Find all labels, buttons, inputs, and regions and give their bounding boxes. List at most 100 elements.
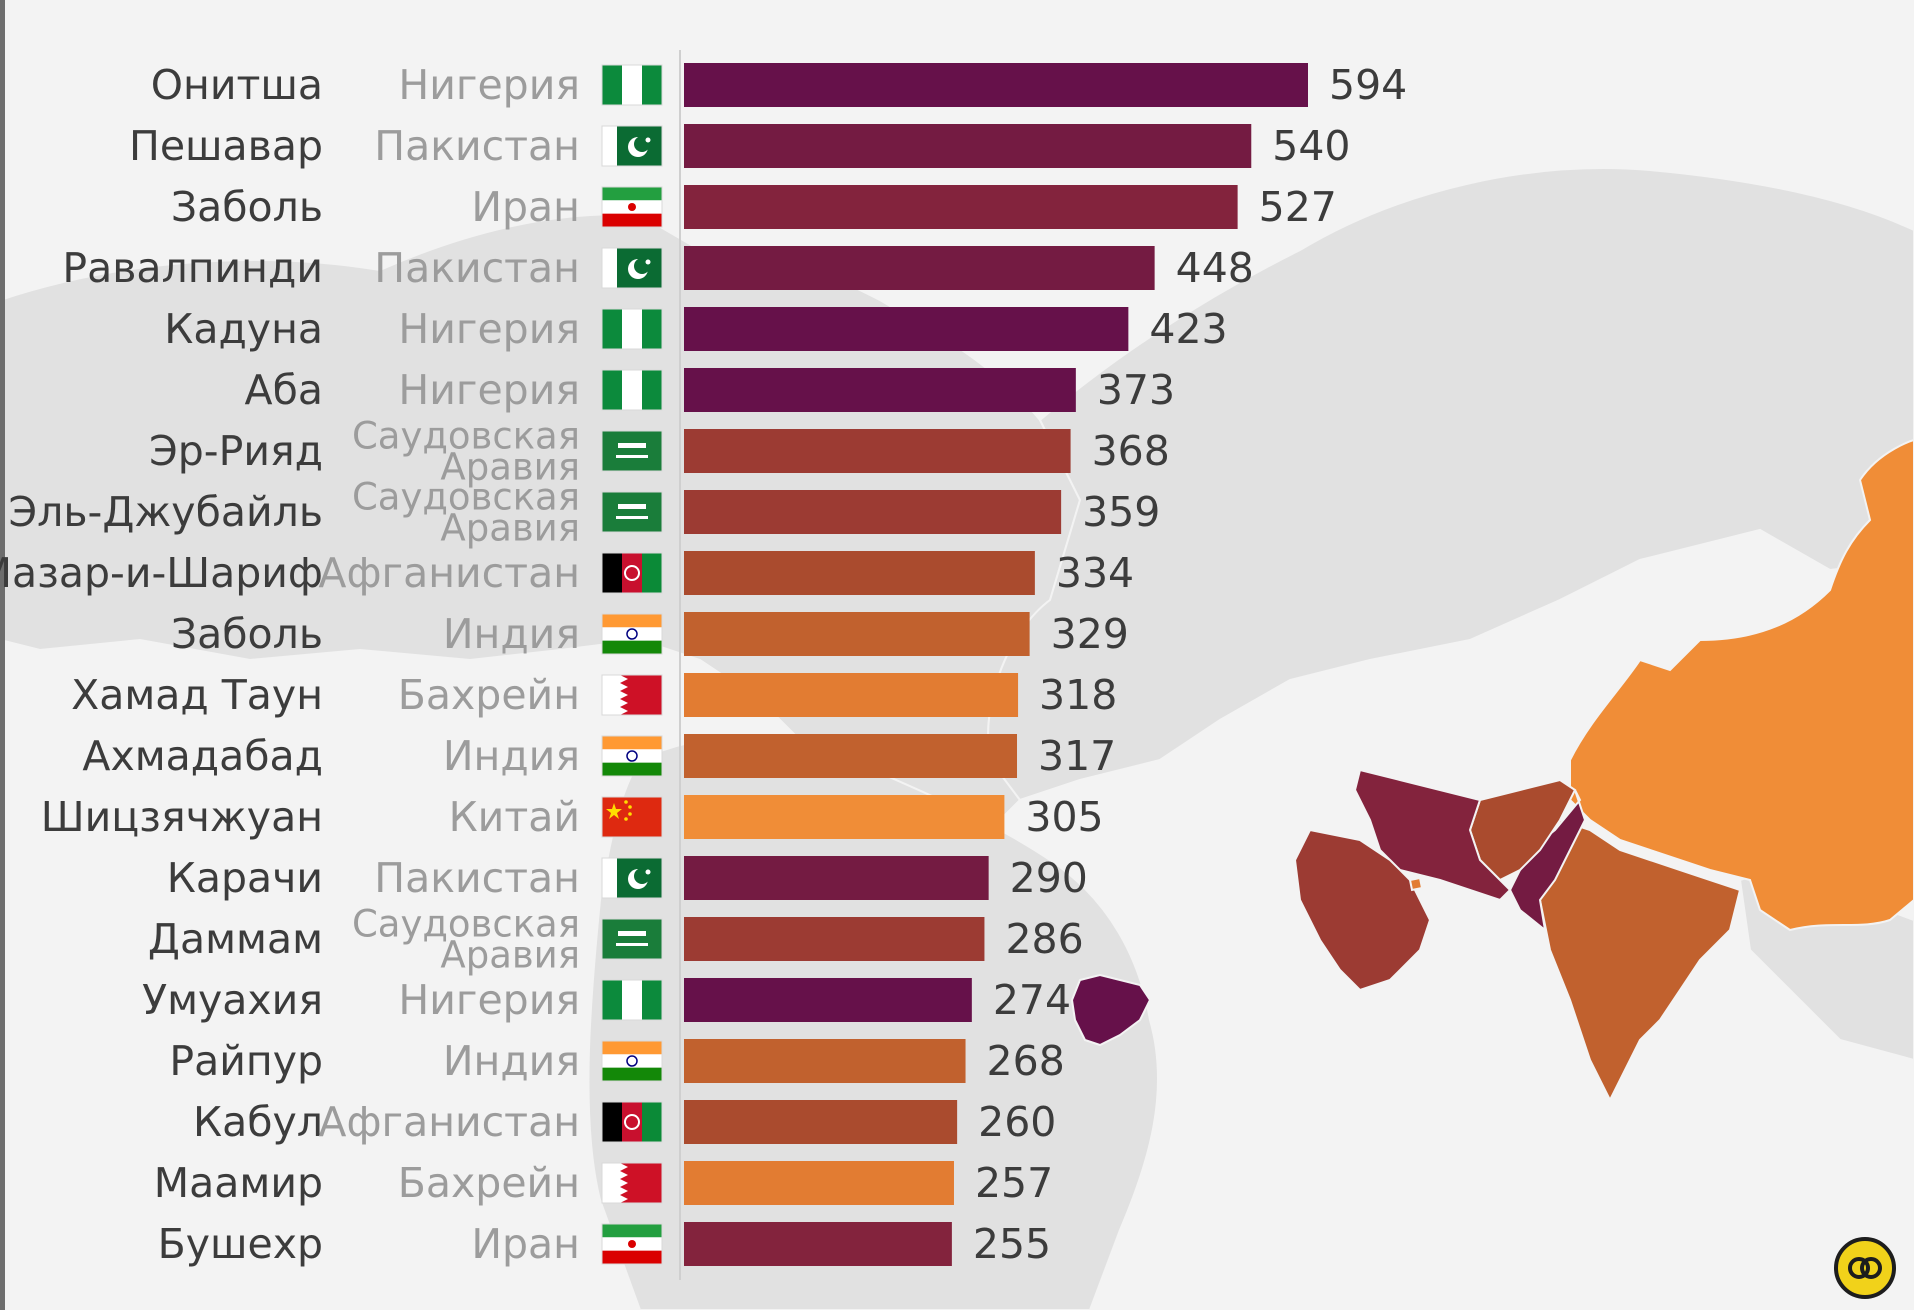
saudi-flag-icon xyxy=(601,918,663,960)
circular-logo-icon xyxy=(1834,1237,1896,1299)
bar xyxy=(684,978,972,1022)
city-label: Хамад Таун xyxy=(71,671,323,719)
city-label: Маамир xyxy=(154,1159,323,1207)
value-label: 527 xyxy=(1259,183,1337,231)
chart-row: Кадуна Нигерия 423 xyxy=(164,305,1227,353)
value-label: 260 xyxy=(978,1098,1056,1146)
bar xyxy=(684,368,1076,412)
saudi-flag-icon xyxy=(601,491,663,533)
value-label: 448 xyxy=(1176,244,1254,292)
city-label: Карачи xyxy=(167,854,323,902)
country-label: Индия xyxy=(443,1037,580,1085)
left-border xyxy=(0,0,5,1310)
country-label: Нигерия xyxy=(398,305,580,353)
value-label: 257 xyxy=(975,1159,1053,1207)
country-label-line: Саудовская xyxy=(352,415,580,458)
bar xyxy=(684,1161,954,1205)
city-label: Заболь xyxy=(171,610,323,658)
chart-row: Онитша Нигерия 594 xyxy=(151,61,1408,109)
bar xyxy=(684,1100,958,1144)
value-label: 255 xyxy=(973,1220,1051,1268)
city-label: Аба xyxy=(245,366,323,414)
city-label: Райпур xyxy=(169,1037,323,1085)
pakistan-flag-icon xyxy=(601,857,663,899)
city-label: Умуахия xyxy=(142,976,323,1024)
bar xyxy=(684,63,1308,107)
value-label: 540 xyxy=(1272,122,1350,170)
country-label: Пакистан xyxy=(374,122,580,170)
bar xyxy=(684,795,1005,839)
country-label-line: Саудовская xyxy=(352,903,580,946)
india-flag-icon xyxy=(601,1040,663,1082)
city-label: Кабул xyxy=(193,1098,323,1146)
country-label: Нигерия xyxy=(398,976,580,1024)
chart-row: Аба Нигерия 373 xyxy=(245,366,1176,414)
bar xyxy=(684,1039,966,1083)
city-label: Шицзячжуан xyxy=(41,793,323,841)
value-label: 268 xyxy=(987,1037,1065,1085)
city-label: Даммам xyxy=(148,915,323,963)
nigeria-flag-icon xyxy=(601,308,663,350)
country-label: Иран xyxy=(471,1220,580,1268)
country-label: Пакистан xyxy=(374,244,580,292)
city-label: Ахмадабад xyxy=(82,732,323,780)
bar xyxy=(684,185,1238,229)
nigeria-flag-icon xyxy=(601,979,663,1021)
city-label: Пешавар xyxy=(129,122,323,170)
chart-row: Райпур Индия 268 xyxy=(169,1037,1064,1085)
country-label: Афганистан xyxy=(318,1098,580,1146)
bar xyxy=(684,856,989,900)
country-label: Бахрейн xyxy=(398,671,580,719)
afghanistan-flag-icon xyxy=(601,552,663,594)
logo-glyph-icon xyxy=(1848,1257,1882,1279)
bar xyxy=(684,124,1252,168)
value-label: 318 xyxy=(1039,671,1117,719)
india-flag-icon xyxy=(601,735,663,777)
bahrain-flag-icon xyxy=(601,1162,663,1204)
bar xyxy=(684,734,1018,778)
country-label-line: Аравия xyxy=(440,507,580,550)
bar xyxy=(684,490,1062,534)
value-label: 368 xyxy=(1092,427,1170,475)
chart-row: Заболь Индия 329 xyxy=(171,610,1129,658)
iran-flag-icon xyxy=(601,1223,663,1265)
country-label: Иран xyxy=(471,183,580,231)
chart-row: Хамад Таун Бахрейн 318 xyxy=(71,671,1117,719)
value-label: 286 xyxy=(1005,915,1083,963)
chart-row: Умуахия Нигерия 274 xyxy=(142,976,1071,1024)
chart-row: Заболь Иран 527 xyxy=(171,183,1337,231)
value-label: 329 xyxy=(1051,610,1129,658)
nigeria-flag-icon xyxy=(601,64,663,106)
chart-row: Шицзячжуан Китай 305 xyxy=(41,793,1104,841)
country-label-line: Аравия xyxy=(440,934,580,977)
iran-flag-icon xyxy=(601,186,663,228)
bar xyxy=(684,673,1019,717)
value-label: 373 xyxy=(1097,366,1175,414)
chart-row: Ахмадабад Индия 317 xyxy=(82,732,1116,780)
value-label: 423 xyxy=(1149,305,1227,353)
value-label: 305 xyxy=(1025,793,1103,841)
country-label: Нигерия xyxy=(398,366,580,414)
city-label: Мазар-и-Шариф xyxy=(0,549,323,597)
map-china xyxy=(1569,438,1914,932)
country-label: Индия xyxy=(443,610,580,658)
chart-row: Карачи Пакистан 290 xyxy=(167,854,1088,902)
map-iran xyxy=(1353,768,1512,902)
city-label: Эр-Рияд xyxy=(149,427,323,475)
value-label: 274 xyxy=(993,976,1071,1024)
value-label: 594 xyxy=(1329,61,1407,109)
map-saudi-arabia xyxy=(1293,828,1432,992)
country-label-line: Аравия xyxy=(440,446,580,489)
bar xyxy=(684,612,1030,656)
bar xyxy=(684,307,1129,351)
country-label: Афганистан xyxy=(318,549,580,597)
city-label: Онитша xyxy=(151,61,323,109)
map-highlighted-countries xyxy=(1070,438,1914,1103)
value-label: 334 xyxy=(1056,549,1134,597)
value-label: 317 xyxy=(1038,732,1116,780)
